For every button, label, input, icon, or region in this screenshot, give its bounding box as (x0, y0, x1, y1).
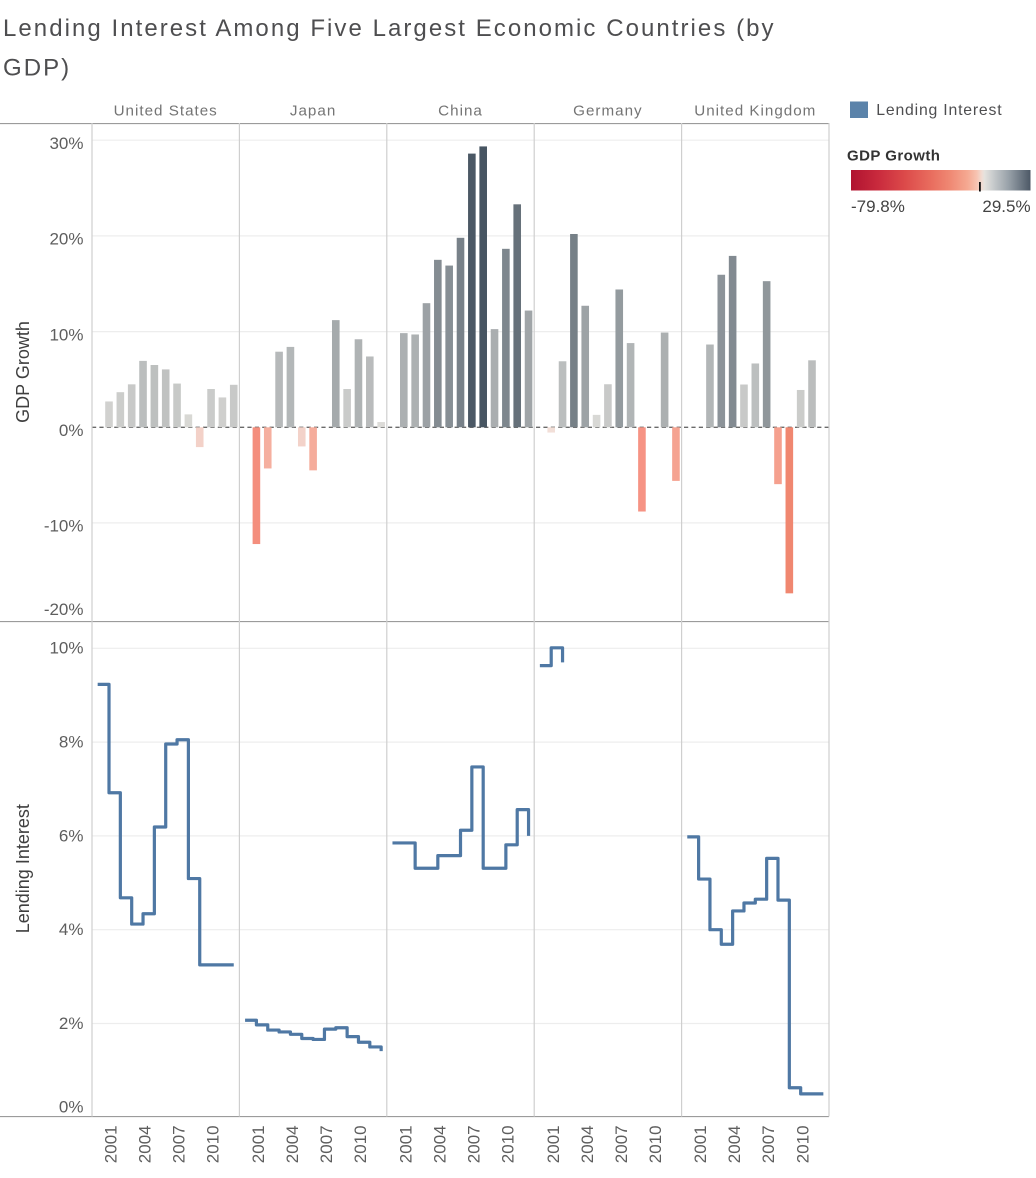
svg-text:4%: 4% (59, 920, 84, 939)
svg-text:-20%: -20% (44, 600, 84, 619)
svg-text:0%: 0% (59, 421, 84, 440)
svg-text:Japan: Japan (290, 103, 336, 120)
svg-text:2007: 2007 (317, 1125, 336, 1163)
svg-text:6%: 6% (59, 826, 84, 845)
svg-text:2001: 2001 (249, 1125, 268, 1163)
svg-text:10%: 10% (49, 639, 83, 658)
svg-text:Lending Interest Among Five La: Lending Interest Among Five Largest Econ… (3, 15, 776, 42)
svg-text:2007: 2007 (170, 1125, 189, 1163)
svg-text:Germany: Germany (573, 103, 642, 120)
svg-text:2001: 2001 (691, 1125, 710, 1163)
svg-text:2010: 2010 (793, 1125, 812, 1163)
svg-text:30%: 30% (49, 134, 83, 153)
svg-text:0%: 0% (59, 1098, 84, 1117)
svg-text:United Kingdom: United Kingdom (694, 103, 816, 120)
svg-text:2007: 2007 (465, 1125, 484, 1163)
svg-text:2004: 2004 (136, 1125, 155, 1163)
svg-text:2010: 2010 (204, 1125, 223, 1163)
svg-text:-10%: -10% (44, 517, 84, 536)
svg-text:2010: 2010 (646, 1125, 665, 1163)
svg-text:GDP Growth: GDP Growth (13, 321, 33, 423)
svg-text:China: China (438, 103, 483, 120)
svg-text:29.5%: 29.5% (982, 197, 1030, 216)
svg-text:2001: 2001 (544, 1125, 563, 1163)
svg-text:20%: 20% (49, 230, 83, 249)
svg-text:2001: 2001 (102, 1125, 121, 1163)
svg-text:Lending Interest: Lending Interest (876, 102, 1002, 119)
svg-text:2004: 2004 (430, 1125, 449, 1163)
svg-text:GDP): GDP) (3, 54, 71, 81)
svg-text:-79.8%: -79.8% (851, 197, 905, 216)
svg-text:GDP Growth: GDP Growth (847, 148, 940, 165)
svg-text:2004: 2004 (725, 1125, 744, 1163)
svg-text:2010: 2010 (351, 1125, 370, 1163)
svg-text:2001: 2001 (396, 1125, 415, 1163)
svg-text:10%: 10% (49, 325, 83, 344)
svg-text:2007: 2007 (612, 1125, 631, 1163)
svg-text:2010: 2010 (499, 1125, 518, 1163)
svg-text:8%: 8% (59, 733, 84, 752)
svg-text:Lending Interest: Lending Interest (13, 804, 33, 933)
svg-text:2007: 2007 (759, 1125, 778, 1163)
svg-text:United States: United States (114, 103, 218, 120)
svg-text:2004: 2004 (283, 1125, 302, 1163)
svg-text:2004: 2004 (578, 1125, 597, 1163)
svg-text:2%: 2% (59, 1014, 84, 1033)
